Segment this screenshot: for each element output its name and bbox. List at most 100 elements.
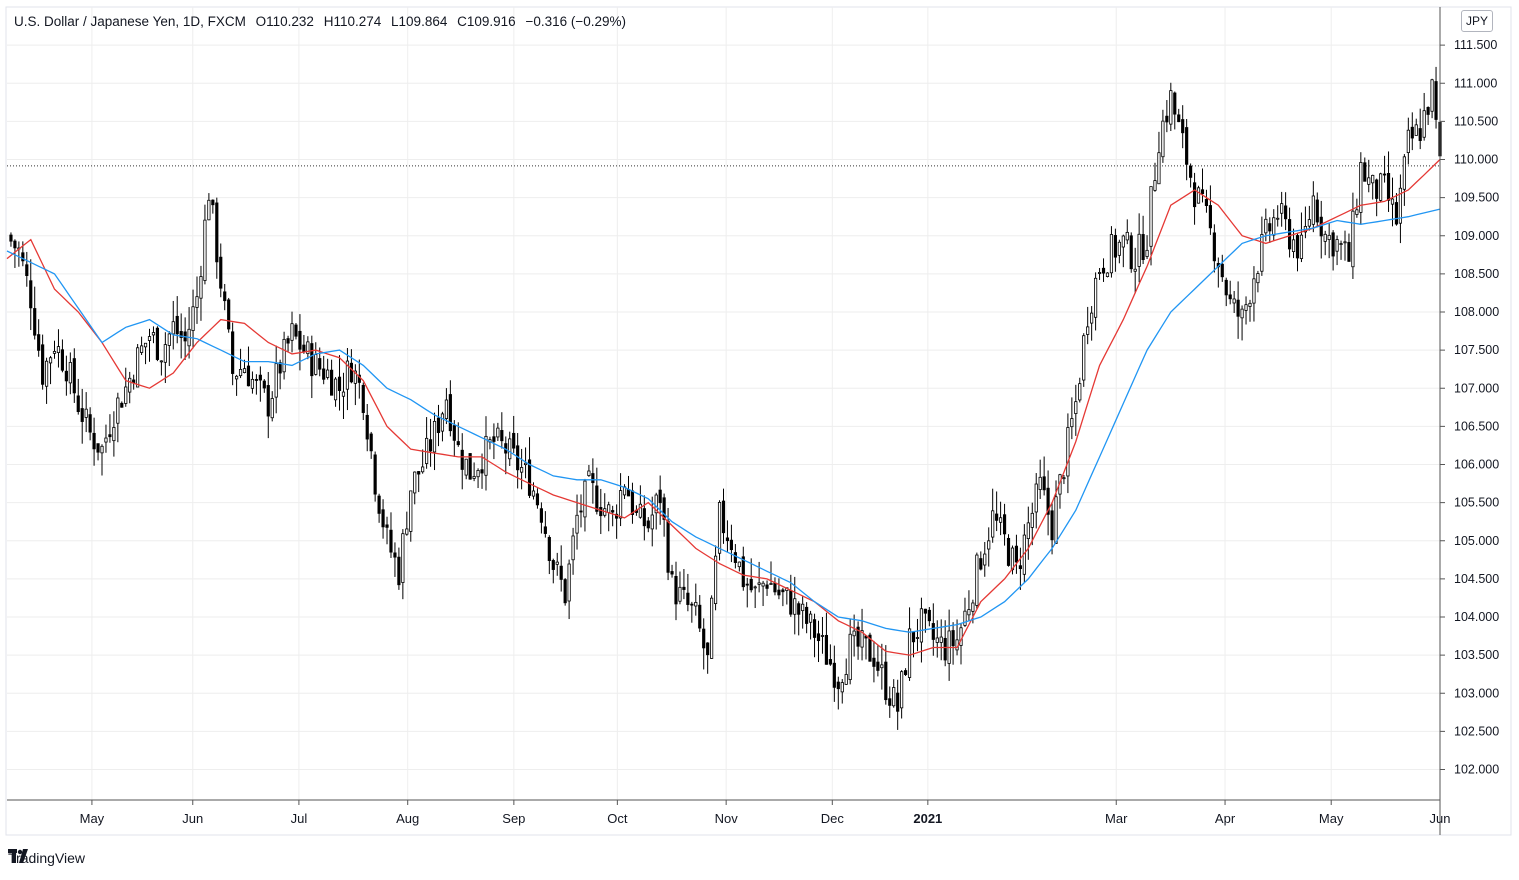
x-tick-label: Jun bbox=[1430, 811, 1451, 826]
candle bbox=[480, 453, 484, 489]
candle bbox=[1181, 105, 1185, 149]
candle-body-up bbox=[963, 610, 967, 626]
candle-body-down bbox=[266, 385, 270, 417]
currency-badge[interactable]: JPY bbox=[1461, 10, 1493, 32]
candle-body-down bbox=[258, 374, 262, 381]
candle bbox=[694, 583, 698, 616]
time-axis[interactable]: May Jun Jul Aug Sep Oct Nov Dec 2021 Mar Apr May Jun bbox=[80, 811, 1451, 826]
candle bbox=[37, 319, 41, 357]
candle bbox=[1006, 534, 1011, 567]
candle bbox=[1240, 305, 1244, 341]
tradingview-brand[interactable]: TradingView bbox=[8, 849, 85, 867]
candle-body-down bbox=[773, 582, 777, 593]
candle-body-up bbox=[421, 466, 425, 473]
candle bbox=[13, 239, 17, 268]
candle-body-down bbox=[120, 402, 124, 408]
candle bbox=[1066, 413, 1070, 494]
candle-body-down bbox=[682, 586, 686, 590]
price-axis[interactable]: 102.000 102.500 103.000 103.500 104.000 104.5… bbox=[1454, 38, 1499, 776]
candle bbox=[1386, 151, 1391, 212]
candle bbox=[1256, 270, 1260, 293]
y-tick-label: 106.000 bbox=[1454, 458, 1499, 472]
candle-body-up bbox=[116, 397, 120, 424]
candle bbox=[848, 618, 852, 685]
candle-body-up bbox=[1153, 180, 1157, 191]
candle-body-up bbox=[409, 490, 413, 532]
candle-body-up bbox=[1335, 239, 1339, 252]
candle bbox=[535, 488, 540, 509]
candle-body-down bbox=[931, 623, 935, 640]
candle-body-down bbox=[322, 368, 326, 380]
candle bbox=[1121, 234, 1125, 268]
candle-body-up bbox=[583, 480, 587, 518]
candle-body-up bbox=[607, 504, 611, 513]
candle bbox=[231, 322, 235, 386]
candle bbox=[915, 618, 920, 652]
candle-body-up bbox=[1010, 547, 1015, 571]
candle-body-up bbox=[1078, 383, 1082, 401]
candle bbox=[959, 623, 963, 665]
candle bbox=[385, 516, 389, 545]
candle bbox=[326, 358, 330, 380]
candle bbox=[607, 501, 611, 532]
candle-body-up bbox=[195, 296, 199, 308]
candle bbox=[1244, 296, 1248, 325]
candle-body-up bbox=[508, 438, 512, 460]
candle-body-down bbox=[436, 417, 441, 434]
candle-body-down bbox=[448, 394, 452, 432]
candle-body-down bbox=[1192, 182, 1197, 208]
candle bbox=[159, 360, 163, 376]
candle bbox=[440, 411, 445, 442]
candle bbox=[417, 471, 421, 493]
candle bbox=[1276, 205, 1280, 227]
candle-body-down bbox=[1224, 279, 1228, 296]
candle-body-up bbox=[1109, 234, 1114, 274]
candle-body-up bbox=[761, 582, 765, 587]
candle bbox=[880, 643, 884, 690]
candle-body-down bbox=[611, 510, 615, 513]
candle bbox=[1291, 228, 1296, 259]
candle-body-down bbox=[812, 619, 817, 638]
legend-symbol[interactable]: U.S. Dollar / Japanese Yen, 1D, FXCM bbox=[14, 14, 246, 29]
candle-body-up bbox=[1248, 302, 1252, 307]
candle bbox=[1280, 191, 1284, 227]
candle bbox=[1422, 92, 1426, 141]
candle-body-up bbox=[1074, 401, 1078, 414]
candle bbox=[282, 331, 286, 380]
candle bbox=[1375, 178, 1379, 217]
candle-body-up bbox=[333, 378, 338, 401]
candle-body-down bbox=[666, 520, 670, 573]
candle-body-down bbox=[1426, 107, 1430, 115]
candle-body-up bbox=[1054, 496, 1058, 544]
candle-body-up bbox=[567, 563, 571, 602]
candle bbox=[543, 511, 547, 538]
candle-body-up bbox=[56, 346, 61, 353]
candle-body-up bbox=[1256, 273, 1260, 284]
moving-average-fast bbox=[6, 159, 1441, 656]
candle bbox=[428, 418, 433, 467]
candle bbox=[943, 620, 947, 667]
candle bbox=[116, 392, 120, 443]
candle-body-down bbox=[318, 358, 322, 370]
candle bbox=[512, 415, 516, 453]
candle-body-up bbox=[159, 360, 163, 363]
candle-body-up bbox=[1280, 203, 1284, 214]
candle bbox=[365, 403, 369, 452]
candle bbox=[472, 462, 476, 482]
y-tick-label: 107.000 bbox=[1454, 381, 1499, 395]
candle bbox=[575, 494, 579, 550]
candle bbox=[856, 621, 860, 660]
candle bbox=[353, 364, 357, 406]
grid-layer bbox=[7, 7, 1441, 800]
candle bbox=[1002, 503, 1007, 546]
candle bbox=[1204, 189, 1209, 213]
candle-body-up bbox=[717, 502, 722, 554]
candle-body-up bbox=[678, 586, 682, 602]
candle-body-up bbox=[1351, 210, 1355, 268]
candle bbox=[777, 578, 781, 600]
candle bbox=[622, 484, 627, 500]
candle-body-down bbox=[923, 608, 927, 614]
candle-body-up bbox=[1276, 217, 1280, 220]
